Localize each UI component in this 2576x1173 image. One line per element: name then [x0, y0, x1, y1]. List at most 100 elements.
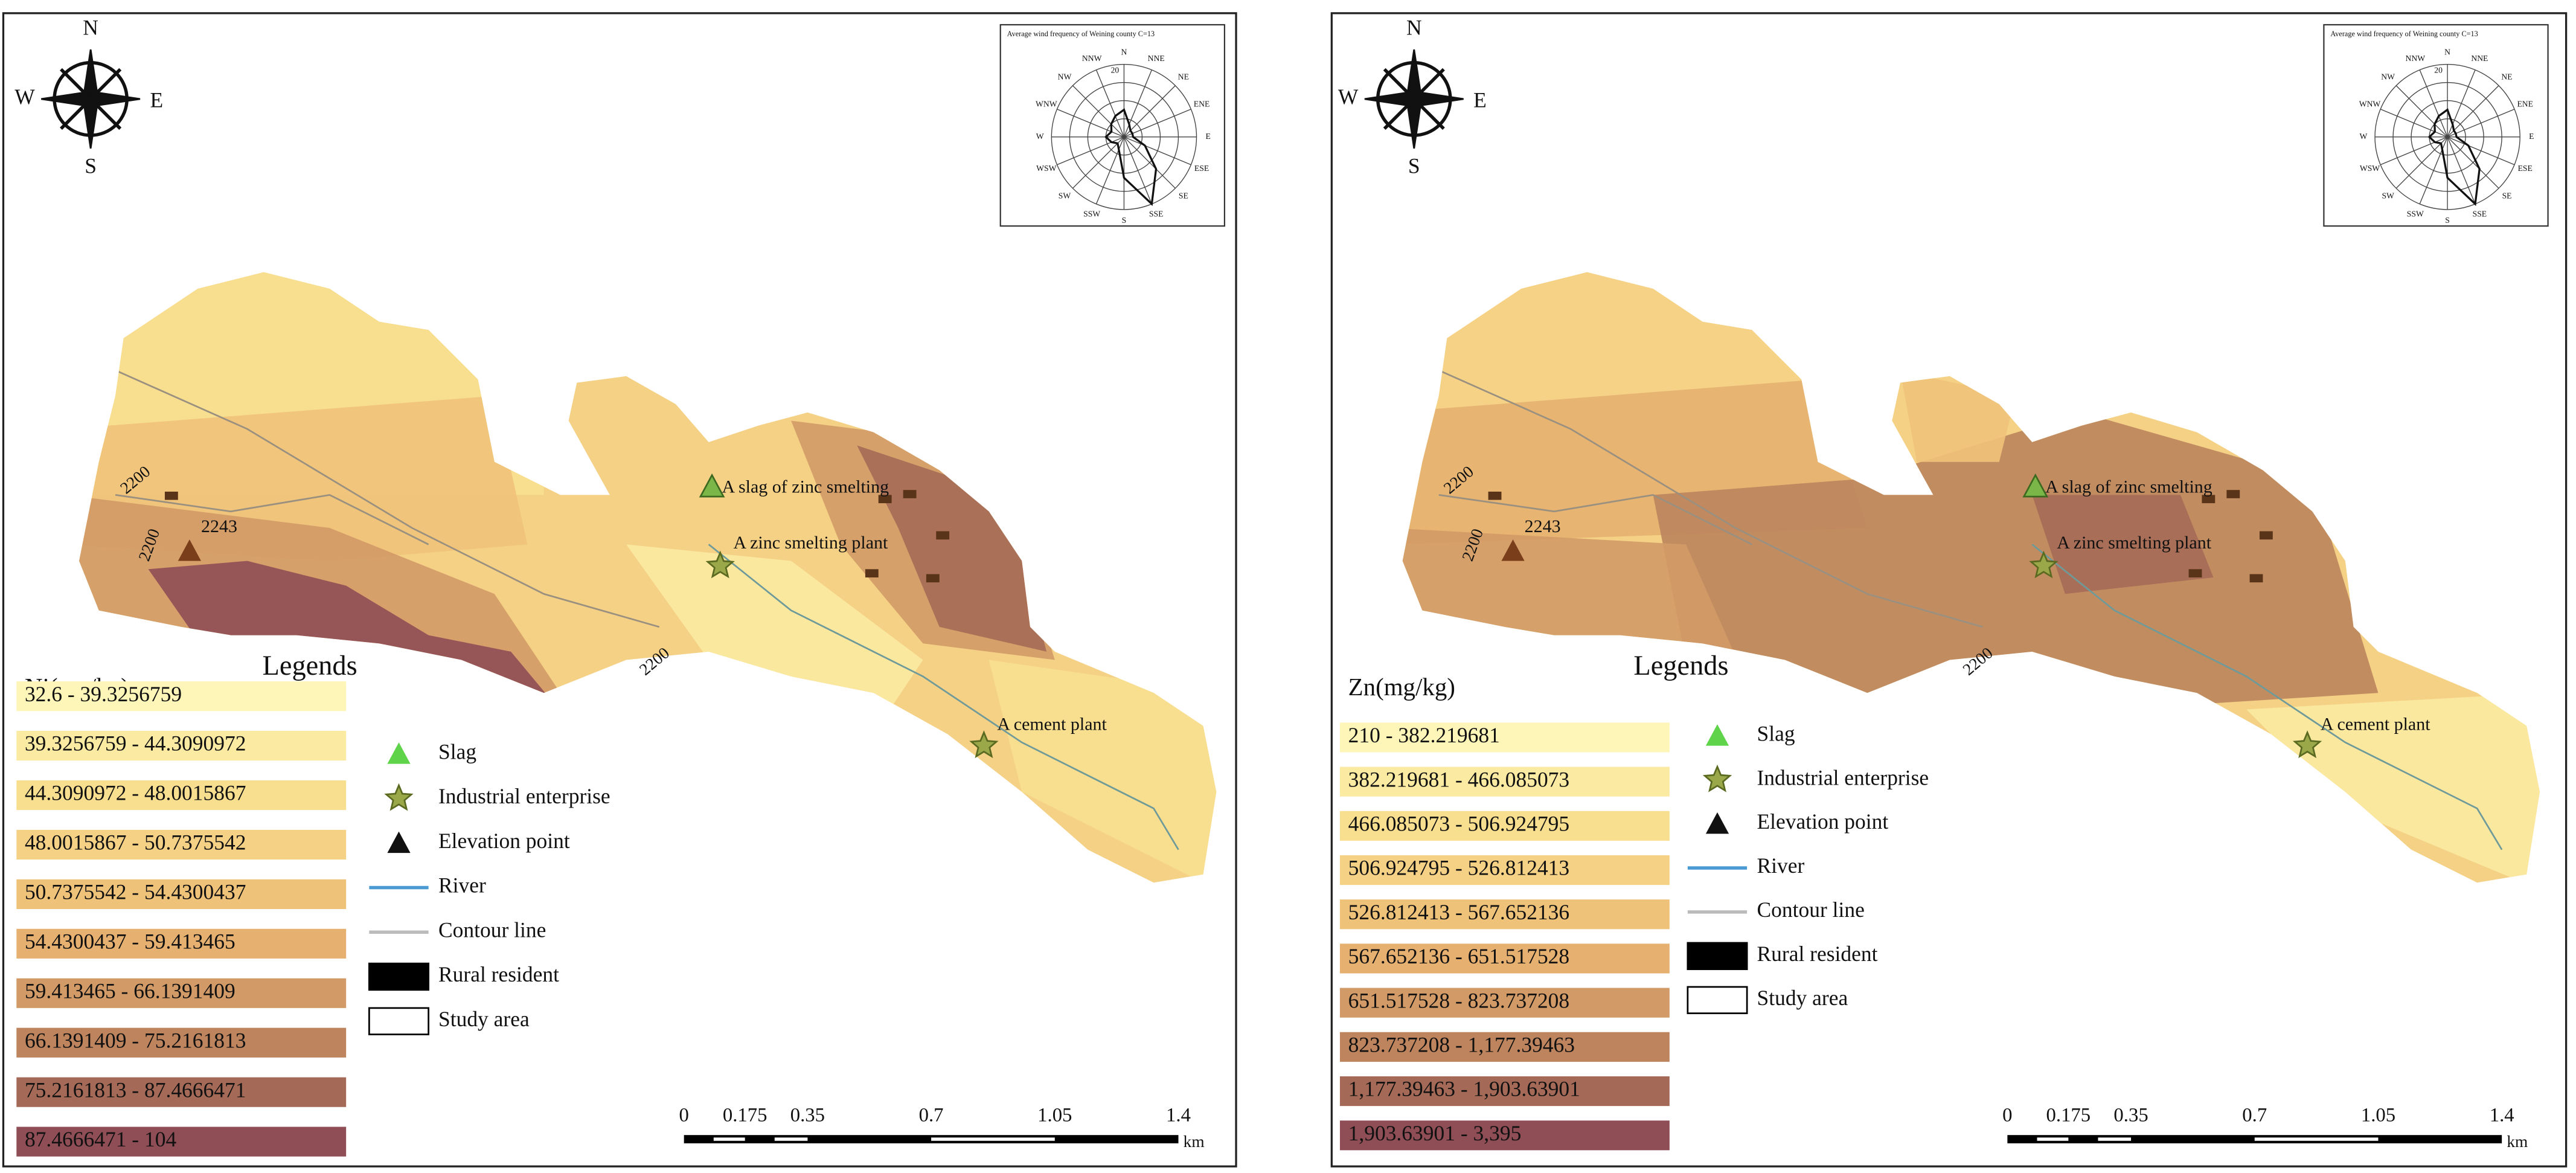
wind-direction: S: [2445, 216, 2450, 225]
legend-study-area: [368, 1007, 429, 1035]
industrial-marker: [2292, 730, 2322, 759]
wind-rose-title: Average wind frequency of Weining county…: [2330, 30, 2478, 38]
wind-direction: SW: [1059, 191, 1071, 200]
wind-direction: NW: [1058, 72, 1072, 81]
legend-class: 32.6 - 39.3256759: [25, 682, 182, 706]
legend-elevation: [1705, 812, 1729, 834]
wind-direction: SE: [1179, 191, 1188, 200]
concentration-zone: [1900, 371, 2016, 462]
place-label: A zinc smelting plant: [2057, 533, 2211, 553]
legend-symbol-label: Study area: [438, 1007, 530, 1031]
scale-label: 0.7: [2242, 1105, 2267, 1126]
legend-symbol-label: Contour line: [438, 918, 546, 942]
legend-class: 823.737208 - 1,177.39463: [1348, 1032, 1575, 1056]
wind-rose-spoke: [2380, 109, 2448, 138]
scale-bar-segment: [774, 1137, 808, 1141]
legend-swatch: [1339, 811, 1670, 841]
compass-diagonal: [60, 97, 92, 130]
scale-label: 0: [2002, 1105, 2012, 1126]
wind-rose-spoke: [1123, 137, 1176, 189]
scale-bar-segment: [713, 1137, 745, 1141]
wind-direction: NNE: [2471, 54, 2488, 63]
wind-rose-spoke: [2447, 109, 2515, 138]
rural-resident: [2226, 490, 2240, 498]
compass-letter: W: [1338, 85, 1359, 109]
legend-symbol-label: Rural resident: [438, 962, 559, 986]
rural-resident: [2249, 574, 2263, 583]
wind-rose-spoke: [1123, 85, 1176, 138]
rural-resident: [2188, 569, 2202, 577]
wind-direction: SSW: [1083, 210, 1100, 219]
scale-unit: km: [2507, 1133, 2528, 1151]
wind-direction: ENE: [1194, 100, 1210, 109]
rural-resident: [878, 495, 892, 504]
scale-bar-segment: [931, 1137, 1055, 1141]
wind-rose-spoke: [2447, 85, 2499, 138]
industrial-marker: [2029, 550, 2059, 579]
wind-rose-spoke: [2447, 137, 2476, 204]
wind-direction: W: [1036, 132, 1044, 141]
wind-direction: SSW: [2407, 210, 2424, 219]
concentration-zone: [2032, 495, 2214, 594]
wind-rose-shape: [2427, 108, 2481, 207]
legend-class: 651.517528 - 823.737208: [1348, 988, 1570, 1012]
legend-class: 66.1391409 - 75.2161813: [25, 1028, 246, 1052]
legend-swatch: [16, 780, 347, 811]
place-label: A cement plant: [2321, 715, 2430, 734]
scale-bar-segment: [2098, 1137, 2132, 1141]
industrial-marker: [969, 730, 999, 759]
scale-bar-segment: [2037, 1137, 2069, 1141]
wind-rose-spoke: [1072, 137, 1124, 189]
wind-direction: ESE: [1194, 164, 1209, 173]
wind-direction: S: [1122, 216, 1127, 225]
legend-symbol-label: Rural resident: [1757, 942, 1878, 966]
legend-class: 87.4666471 - 104: [25, 1127, 177, 1151]
rural-resident: [1488, 491, 1502, 500]
legend-class: 382.219681 - 466.085073: [1348, 767, 1570, 791]
wind-direction: WNW: [1036, 100, 1057, 109]
wind-direction: SE: [2502, 191, 2512, 200]
panel-frame: [1330, 12, 2568, 1168]
place-label: A slag of zinc smelting: [722, 477, 889, 497]
place-label: A zinc smelting plant: [734, 533, 888, 553]
wind-direction: W: [2359, 132, 2367, 141]
wind-direction: N: [2444, 48, 2450, 57]
wind-rose-spoke: [2447, 137, 2499, 189]
legend-study-area: [1687, 986, 1748, 1014]
legend-symbol-label: Contour line: [1757, 898, 1865, 922]
legend-symbol-label: Industrial enterprise: [438, 784, 610, 808]
legend-class: 44.3090972 - 48.0015867: [25, 781, 246, 805]
scale-label: 0.35: [790, 1105, 825, 1126]
legend-class: 50.7375542 - 54.4300437: [25, 880, 246, 904]
legend-symbol-label: Elevation point: [438, 829, 570, 853]
compass-letter: N: [1406, 15, 1422, 39]
rural-resident: [2202, 495, 2216, 504]
legend-rural: [368, 962, 429, 991]
wind-rose-title: Average wind frequency of Weining county…: [1007, 30, 1155, 38]
compass-diagonal: [1383, 97, 1415, 130]
wind-rose-spoke: [1072, 85, 1124, 138]
scale-label: 0.35: [2113, 1105, 2148, 1126]
legend-swatch: [1339, 988, 1670, 1018]
legend-symbol-label: Slag: [1757, 721, 1795, 745]
wind-direction: WNW: [2359, 100, 2381, 109]
wind-direction: SSE: [2473, 210, 2487, 219]
scale-label: 0.175: [723, 1105, 767, 1126]
wind-direction: WSW: [2360, 164, 2380, 173]
legend-slag: [387, 742, 411, 764]
scale-label: 1.4: [1166, 1105, 1191, 1126]
legend-swatch: [16, 829, 347, 860]
legend-class: 526.812413 - 567.652136: [1348, 900, 1570, 924]
legend-swatch: [1339, 899, 1670, 930]
scale-label: 1.05: [2361, 1105, 2395, 1126]
legend-swatch: [1339, 1120, 1670, 1151]
scale-label: 1.4: [2490, 1105, 2514, 1126]
legend-class: 567.652136 - 651.517528: [1348, 944, 1570, 968]
wind-rose-spoke: [1124, 137, 1191, 166]
legend-swatch: [1339, 1032, 1670, 1062]
legend-swatch: [1339, 1076, 1670, 1107]
legend-symbol-label: Slag: [438, 739, 476, 763]
wind-direction: E: [1205, 132, 1210, 141]
wind-direction: WSW: [1036, 164, 1056, 173]
legend-swatch: [16, 681, 347, 712]
